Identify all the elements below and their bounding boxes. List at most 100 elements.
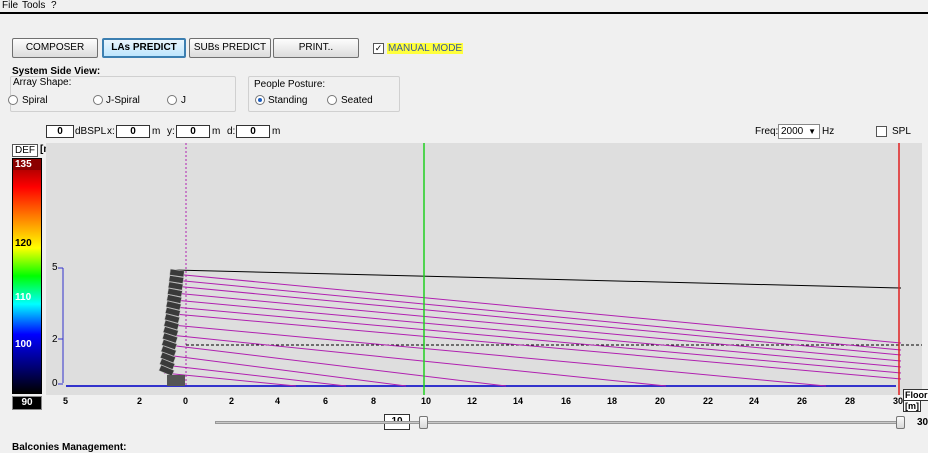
radio-j-spiral-label: J-Spiral	[106, 95, 140, 106]
subs-predict-button[interactable]: SUBs PREDICT	[189, 38, 271, 58]
slider-thumb-right[interactable]	[896, 416, 905, 429]
radio-standing[interactable]	[255, 95, 265, 105]
ray-line	[171, 324, 827, 387]
y-unit: m	[212, 126, 221, 137]
ray-line	[173, 279, 902, 351]
speaker-cabinet	[159, 358, 176, 370]
floor-unit: [m]	[903, 400, 921, 412]
x-tick-label: 26	[797, 396, 808, 406]
x-tick-label: 30	[893, 396, 904, 406]
x-tick-label: 16	[561, 396, 572, 406]
scale-min: 90	[12, 396, 42, 410]
speaker-cabinet	[160, 345, 177, 357]
speaker-cabinet	[163, 319, 180, 331]
distance-slider[interactable]	[215, 421, 905, 424]
speaker-cabinet	[162, 332, 178, 344]
radio-j-label: J	[181, 95, 186, 106]
slider-thumb-left[interactable]	[419, 416, 428, 429]
spl-checkbox[interactable]	[876, 126, 887, 137]
ray-lines	[163, 273, 902, 387]
freq-unit: Hz	[822, 126, 835, 137]
x-tick-label: 24	[749, 396, 760, 406]
ray-line	[173, 273, 902, 344]
ray-line	[173, 285, 902, 356]
chevron-down-icon: ▼	[808, 127, 816, 136]
x-tick-label: 10	[421, 396, 432, 406]
speaker-cabinet	[169, 268, 185, 278]
menu-help[interactable]: ?	[51, 0, 57, 11]
top-divider	[0, 12, 928, 14]
speaker-cabinet	[164, 313, 180, 324]
dbspl-unit: dBSPL	[75, 126, 107, 137]
def-button[interactable]: DEF	[12, 144, 38, 157]
composer-button[interactable]: COMPOSER	[12, 38, 98, 58]
freq-select[interactable]: 2000 ▼	[778, 124, 820, 139]
y-tick-label-2: 2	[52, 334, 58, 345]
array-shape-group	[10, 76, 236, 112]
y-tick-label-5: 5	[52, 262, 58, 273]
x-tick-label: 12	[467, 396, 478, 406]
las-predict-button[interactable]: LAs PREDICT	[102, 38, 186, 58]
menu-file[interactable]: File	[2, 0, 19, 11]
scale-max: 135	[13, 159, 41, 170]
manual-mode-checkbox[interactable]: ✓	[373, 43, 384, 54]
x-tick-label: 8	[371, 396, 377, 406]
ray-line	[163, 372, 297, 387]
menu-tools[interactable]: Tools	[22, 0, 46, 11]
x-field[interactable]: 0	[116, 125, 150, 138]
radio-seated[interactable]	[327, 95, 337, 105]
array-shape-label: Array Shape:	[13, 77, 72, 88]
speaker-cabinet	[167, 281, 184, 291]
coverage-top-line	[173, 269, 902, 289]
spl-label: SPL	[892, 126, 911, 137]
x-tick-label: 4	[275, 396, 281, 406]
menu-bar: File Tools ?	[0, 0, 928, 12]
slider-max-label: 30	[917, 417, 928, 428]
radio-spiral[interactable]	[8, 95, 18, 105]
freq-value: 2000	[781, 126, 804, 137]
x-tick-label: 6	[323, 396, 329, 406]
speaker-cabinet	[159, 351, 176, 364]
posture-label: People Posture:	[254, 79, 326, 90]
ray-line	[165, 354, 407, 387]
y-tick-label-0: 0	[52, 378, 58, 389]
x-label: x:	[107, 126, 115, 137]
x-tick-label: 22	[703, 396, 714, 406]
ray-line	[173, 292, 902, 362]
y-label: y:	[167, 126, 175, 137]
x-tick-label: 14	[513, 396, 524, 406]
radio-seated-label: Seated	[341, 95, 373, 106]
radio-spiral-label: Spiral	[22, 95, 48, 106]
ray-line	[167, 344, 507, 387]
x-tick-label: 2	[137, 396, 143, 406]
speaker-cabinet	[158, 364, 175, 377]
speaker-cabinet	[166, 294, 182, 304]
speaker-cabinet	[161, 339, 178, 350]
y-field[interactable]: 0	[176, 125, 210, 138]
d-field[interactable]: 0	[236, 125, 270, 138]
speaker-cabinet	[165, 300, 182, 311]
speaker-cabinet	[167, 287, 183, 298]
radio-j-spiral[interactable]	[93, 95, 103, 105]
side-view-plot[interactable]	[46, 143, 922, 395]
d-label: d:	[227, 126, 236, 137]
scale-tick-100: 100	[15, 339, 32, 350]
plot-canvas	[58, 143, 922, 395]
scale-tick-110: 110	[15, 292, 32, 303]
x-tick-label: 28	[845, 396, 856, 406]
dbspl-field[interactable]: 0	[46, 125, 74, 138]
radio-standing-label: Standing	[268, 95, 308, 106]
ray-line	[169, 334, 667, 387]
scale-tick-120: 120	[15, 238, 32, 249]
radio-j[interactable]	[167, 95, 177, 105]
speaker-cabinet	[168, 275, 184, 284]
x-tick-label: 18	[607, 396, 618, 406]
manual-mode-label: MANUAL MODE	[387, 43, 464, 54]
speaker-cabinet	[164, 307, 181, 317]
posture-group	[248, 76, 400, 112]
x-tick-label: 20	[655, 396, 666, 406]
print-button[interactable]: PRINT..	[273, 38, 359, 58]
d-unit: m	[272, 126, 281, 137]
section-title: System Side View:	[12, 66, 101, 77]
speaker-cabinet	[162, 326, 179, 337]
